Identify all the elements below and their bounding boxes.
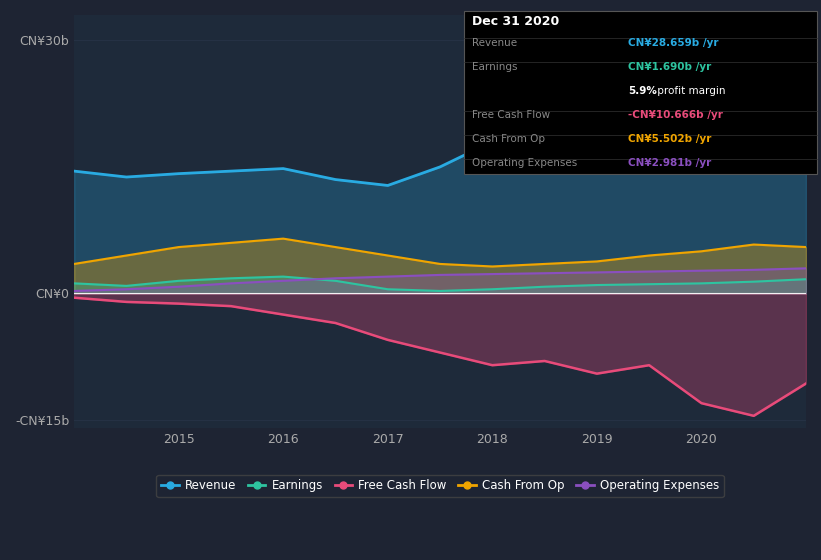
Legend: Revenue, Earnings, Free Cash Flow, Cash From Op, Operating Expenses: Revenue, Earnings, Free Cash Flow, Cash … [156, 474, 724, 497]
Text: Cash From Op: Cash From Op [472, 134, 545, 144]
Text: CN¥5.502b /yr: CN¥5.502b /yr [628, 134, 712, 144]
Text: Revenue: Revenue [472, 38, 517, 48]
Text: CN¥1.690b /yr: CN¥1.690b /yr [628, 62, 711, 72]
Text: Free Cash Flow: Free Cash Flow [472, 110, 550, 120]
Text: Operating Expenses: Operating Expenses [472, 158, 577, 169]
Text: 5.9%: 5.9% [628, 86, 657, 96]
Text: Dec 31 2020: Dec 31 2020 [472, 15, 559, 28]
Text: profit margin: profit margin [654, 86, 726, 96]
Text: CN¥2.981b /yr: CN¥2.981b /yr [628, 158, 711, 169]
Text: CN¥28.659b /yr: CN¥28.659b /yr [628, 38, 718, 48]
Text: -CN¥10.666b /yr: -CN¥10.666b /yr [628, 110, 723, 120]
Text: Earnings: Earnings [472, 62, 517, 72]
